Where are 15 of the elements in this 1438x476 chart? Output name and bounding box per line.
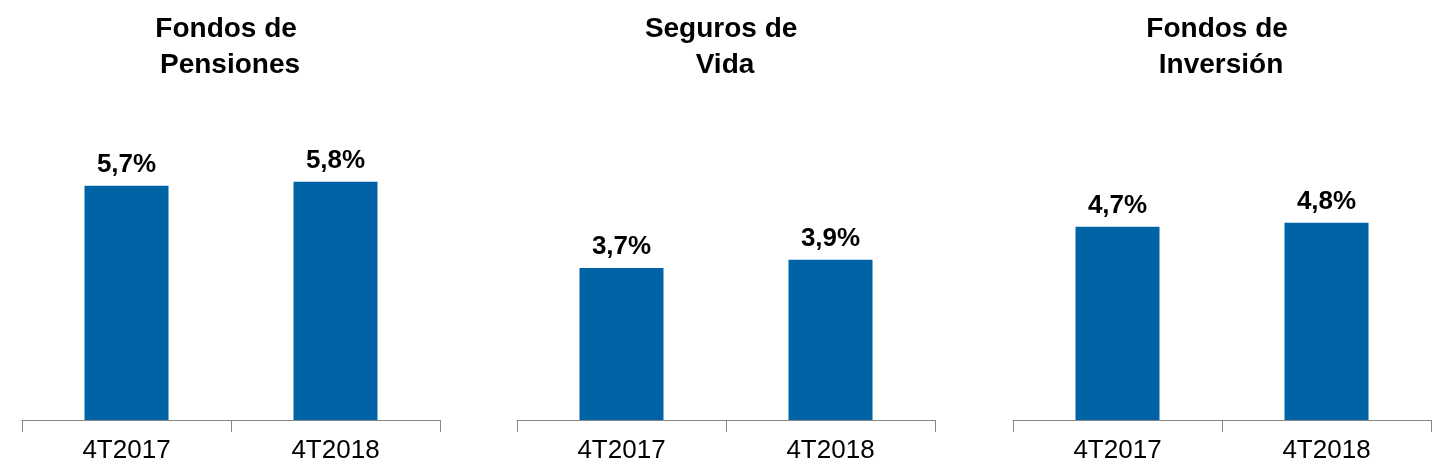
chart-title: Fondos de Inversión <box>1146 11 1296 79</box>
x-tick-label: 4T2017 <box>82 434 171 464</box>
x-tick-label: 4T2017 <box>1073 434 1162 464</box>
data-label: 3,9% <box>800 221 861 252</box>
x-tick-label: 4T2017 <box>577 434 666 464</box>
chart-title: Fondos de Pensiones <box>155 11 305 79</box>
chart-title: Seguros de Vida <box>644 11 806 79</box>
data-label: 4,7% <box>1087 188 1148 219</box>
data-label: 4,8% <box>1296 184 1357 215</box>
x-tick-label: 4T2018 <box>1282 434 1371 464</box>
x-tick-label: 4T2018 <box>291 434 380 464</box>
data-label: 5,8% <box>305 143 366 174</box>
data-label: 3,7% <box>591 229 652 260</box>
data-label: 5,7% <box>96 147 157 178</box>
x-tick-label: 4T2018 <box>786 434 875 464</box>
